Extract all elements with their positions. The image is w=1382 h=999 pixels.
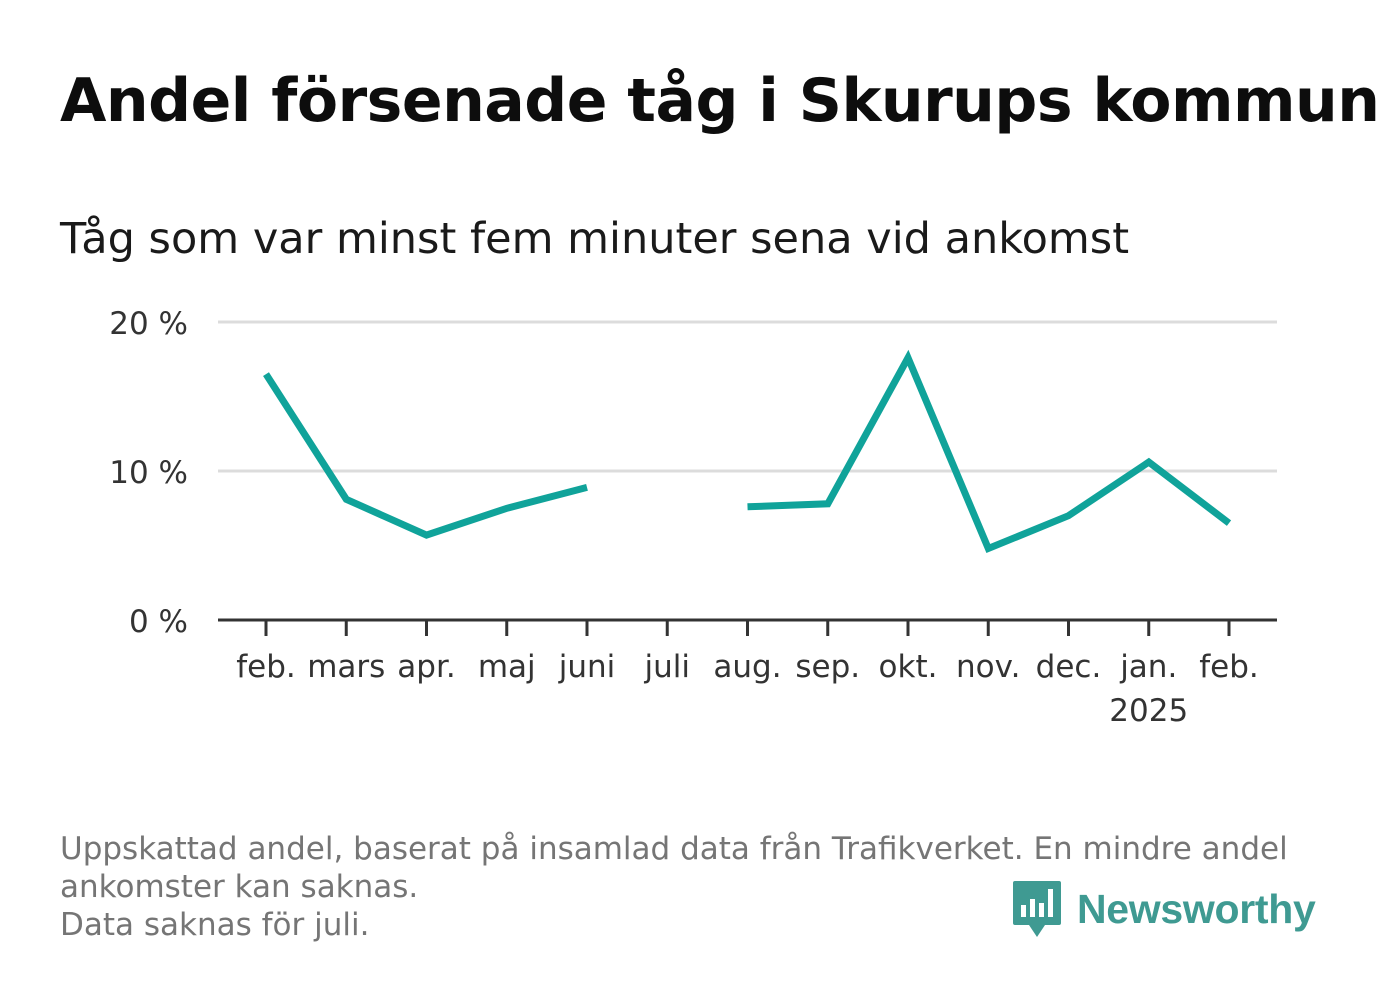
x-tick-year-label: 2025 bbox=[1109, 693, 1188, 729]
x-tick-label: juni bbox=[558, 649, 616, 685]
footnote: Uppskattad andel, baserat på insamlad da… bbox=[60, 830, 1288, 944]
x-axis bbox=[218, 618, 1277, 636]
line-chart: 0 % 10 % 20 % feb. mars apr. maj juni juli aug. s… bbox=[109, 306, 1277, 729]
y-tick-label: 20 % bbox=[109, 306, 188, 342]
x-tick-label: sep. bbox=[795, 649, 860, 685]
x-tick-label: dec. bbox=[1036, 649, 1102, 685]
y-tick-label: 10 % bbox=[109, 455, 188, 491]
grid-lines bbox=[218, 320, 1277, 473]
newsworthy-bar-chart-icon bbox=[1013, 881, 1061, 937]
footnote-line-3: Data saknas för juli. bbox=[60, 907, 370, 943]
y-axis-tick-labels: 0 % 10 % 20 % bbox=[109, 306, 188, 640]
chart-title: Andel försenade tåg i Skurups kommun bbox=[60, 66, 1380, 136]
series-line-segment bbox=[263, 372, 588, 539]
logo-text: Newsworthy bbox=[1077, 885, 1316, 932]
chart-subtitle: Tåg som var minst fem minuter sena vid a… bbox=[60, 214, 1130, 264]
x-tick-label: apr. bbox=[397, 649, 455, 685]
newsworthy-logo: Newsworthy bbox=[1011, 879, 1316, 939]
y-tick-label: 0 % bbox=[129, 604, 188, 640]
x-tick-label: feb. bbox=[236, 649, 296, 685]
series-lines bbox=[263, 349, 1232, 554]
x-tick-label: aug. bbox=[713, 649, 781, 685]
x-tick-label: maj bbox=[478, 649, 536, 685]
x-tick-label: feb. bbox=[1199, 649, 1259, 685]
x-axis-tick-labels: feb. mars apr. maj juni juli aug. sep. okt. nov. d… bbox=[236, 649, 1259, 729]
x-tick-label: jan. bbox=[1119, 649, 1177, 685]
footnote-line-1: Uppskattad andel, baserat på insamlad da… bbox=[60, 831, 1288, 867]
x-tick-label: mars bbox=[307, 649, 385, 685]
x-tick-label: nov. bbox=[956, 649, 1020, 685]
x-tick-label: okt. bbox=[879, 649, 938, 685]
footnote-line-2: ankomster kan saknas. bbox=[60, 869, 419, 905]
x-tick-label: juli bbox=[644, 649, 691, 685]
series-line-segment bbox=[747, 349, 1232, 554]
